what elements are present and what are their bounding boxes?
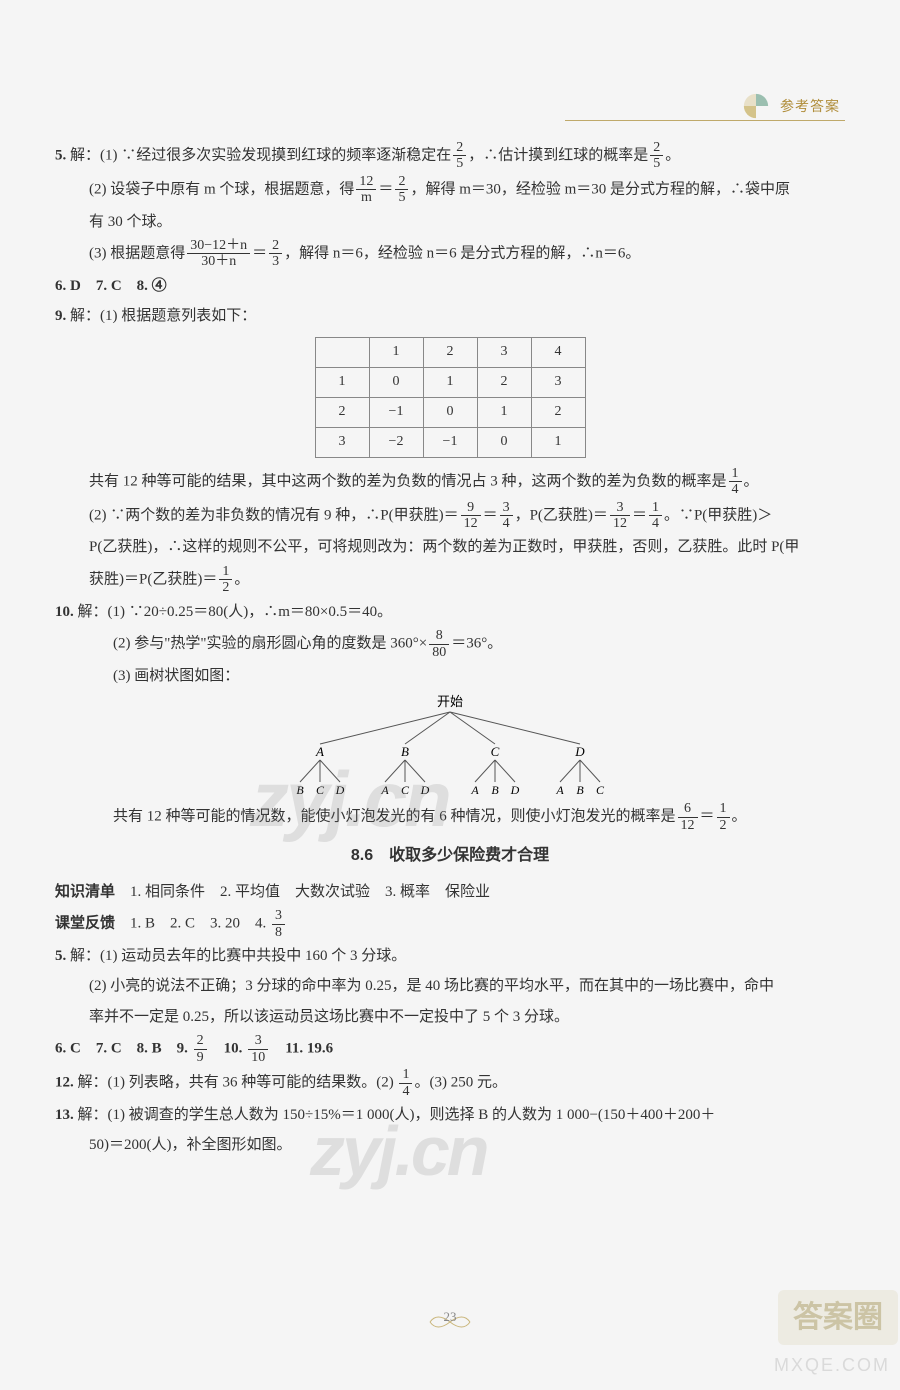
q9-line5: 获胜)＝P(乙获胜)＝12。 — [55, 564, 845, 596]
svg-text:B: B — [401, 744, 409, 759]
frac: 25 — [650, 140, 663, 172]
tree-diagram: 开始 A B C D BCD ACD ABD ABC — [240, 694, 660, 799]
q10-line3: (3) 画树状图如图： — [55, 662, 845, 691]
page-content: 5. 解：(1) ∵经过很多次实验发现摸到红球的频率逐渐稳定在25，∴估计摸到红… — [55, 140, 845, 1160]
frac: 12 — [219, 564, 232, 596]
svg-text:D: D — [420, 783, 430, 797]
frac: 14 — [649, 500, 662, 532]
frac: 12m — [356, 174, 376, 206]
table-row: 3−2−101 — [315, 427, 585, 457]
q10-line4: 共有 12 种等可能的情况数，能使小灯泡发光的有 6 种情况，则使小灯泡发光的概… — [55, 801, 845, 833]
q5-line4: (3) 根据题意得30−12＋n30＋n＝23，解得 n＝6，经检验 n＝6 是… — [55, 238, 845, 270]
svg-text:B: B — [491, 783, 499, 797]
svg-text:D: D — [335, 783, 345, 797]
q13-line2: 50)＝200(人)，补全图形如图。 — [55, 1131, 845, 1160]
q6-11: 6. C 7. C 8. B 9. 29 10. 310 11. 19.6 — [55, 1033, 845, 1065]
q10-line1: 10. 解：(1) ∵20÷0.25＝80(人)，∴m＝80×0.5＝40。 — [55, 598, 845, 627]
svg-text:C: C — [401, 783, 410, 797]
frac: 25 — [453, 140, 466, 172]
q5-line1: 5. 解：(1) ∵经过很多次实验发现摸到红球的频率逐渐稳定在25，∴估计摸到红… — [55, 140, 845, 172]
svg-text:C: C — [596, 783, 605, 797]
svg-text:B: B — [576, 783, 584, 797]
tree-root: 开始 — [437, 694, 463, 709]
frac: 30−12＋n30＋n — [187, 238, 250, 270]
q5-p1a: 解：(1) ∵经过很多次实验发现摸到红球的频率逐渐稳定在 — [70, 147, 451, 163]
q678: 6. D 7. C 8. ④ — [55, 272, 845, 301]
q9-line3: (2) ∵两个数的差为非负数的情况有 9 种，∴P(甲获胜)＝912＝34，P(… — [55, 500, 845, 532]
svg-text:A: A — [380, 783, 389, 797]
frac: 880 — [429, 628, 449, 660]
q9-line2: 共有 12 种等可能的结果，其中这两个数的差为负数的情况占 3 种，这两个数的差… — [55, 466, 845, 498]
q5b-line3: 率并不一定是 0.25，所以该运动员这场比赛中不一定投中了 5 个 3 分球。 — [55, 1003, 845, 1032]
footer-watermark: MXQE.COM — [774, 1348, 890, 1382]
q9-line4: P(乙获胜)，∴这样的规则不公平，可将规则改为：两个数的差为正数时，甲获胜，否则… — [55, 533, 845, 562]
frac: 34 — [500, 500, 513, 532]
page-number: 23 — [444, 1305, 457, 1330]
q5-num: 5. — [55, 147, 66, 163]
table-row: 10123 — [315, 367, 585, 397]
svg-text:C: C — [491, 744, 500, 759]
footer-badge: 答案圈 — [778, 1290, 898, 1345]
frac: 612 — [678, 801, 698, 833]
frac: 25 — [395, 174, 408, 206]
table-row: 1234 — [315, 337, 585, 367]
frac: 23 — [269, 238, 282, 270]
q5b-line2: (2) 小亮的说法不正确；3 分球的命中率为 0.25，是 40 场比赛的平均水… — [55, 972, 845, 1001]
frac: 38 — [272, 908, 285, 940]
svg-text:D: D — [574, 744, 585, 759]
zsqd: 知识清单 1. 相同条件 2. 平均值 大数次试验 3. 概率 保险业 — [55, 878, 845, 907]
q5-line3: 有 30 个球。 — [55, 208, 845, 237]
frac: 912 — [461, 500, 481, 532]
q9-table: 1234 10123 2−1012 3−2−101 — [315, 337, 586, 458]
frac: 310 — [248, 1033, 268, 1065]
frac: 312 — [610, 500, 630, 532]
section-title: 8.6 收取多少保险费才合理 — [55, 841, 845, 871]
q5-line2: (2) 设袋子中原有 m 个球，根据题意，得12m＝25，解得 m＝30，经检验… — [55, 174, 845, 206]
svg-text:B: B — [296, 783, 304, 797]
frac: 12 — [717, 801, 730, 833]
frac: 29 — [194, 1033, 207, 1065]
svg-text:D: D — [510, 783, 520, 797]
svg-text:C: C — [316, 783, 325, 797]
q5-p1b: ，∴估计摸到红球的概率是 — [468, 147, 648, 163]
q10-line2: (2) 参与"热学"实验的扇形圆心角的度数是 360°×880＝36°。 — [55, 628, 845, 660]
svg-text:A: A — [470, 783, 479, 797]
frac: 14 — [399, 1067, 412, 1099]
q9-line1: 9. 解：(1) 根据题意列表如下： — [55, 302, 845, 331]
ktfk: 课堂反馈 1. B 2. C 3. 20 4. 38 — [55, 908, 845, 940]
header-label: 参考答案 — [780, 95, 840, 122]
frac: 14 — [729, 466, 742, 498]
svg-text:A: A — [315, 744, 324, 759]
header-fan-icon — [742, 92, 770, 120]
q13-line1: 13. 解：(1) 被调查的学生总人数为 150÷15%＝1 000(人)，则选… — [55, 1101, 845, 1130]
svg-text:A: A — [555, 783, 564, 797]
q5b-line1: 5. 解：(1) 运动员去年的比赛中共投中 160 个 3 分球。 — [55, 942, 845, 971]
table-row: 2−1012 — [315, 397, 585, 427]
q12: 12. 解：(1) 列表略，共有 36 种等可能的结果数。(2) 14。(3) … — [55, 1067, 845, 1099]
